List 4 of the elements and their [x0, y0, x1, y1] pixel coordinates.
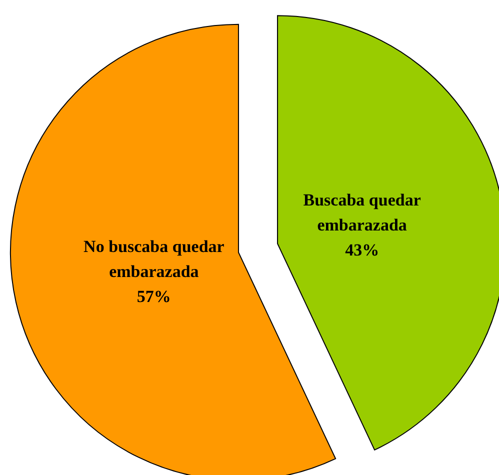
data-label: 43%: [345, 240, 380, 260]
data-label: 57%: [136, 287, 171, 306]
slice-label: Buscaba quedar embarazada: [303, 190, 422, 235]
slice-label: No buscaba quedar embarazada: [84, 237, 225, 282]
